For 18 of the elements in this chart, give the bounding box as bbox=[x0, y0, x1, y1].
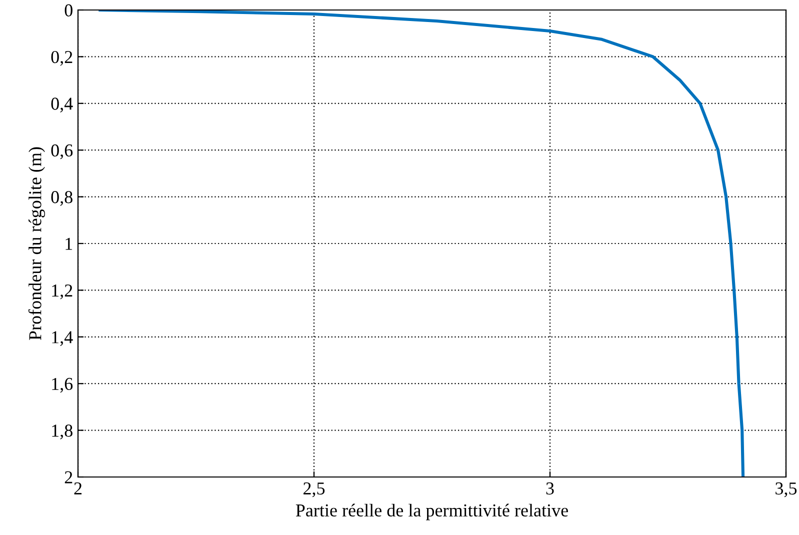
x-axis-title: Partie réelle de la permittivité relative bbox=[296, 504, 568, 520]
x-tick-label: 2 bbox=[74, 482, 82, 494]
y-tick-label: 2 bbox=[64, 471, 72, 484]
y-tick-label: 0,6 bbox=[51, 144, 73, 160]
y-tick-label: 1 bbox=[66, 238, 72, 250]
x-tick-label: 3 bbox=[546, 482, 554, 495]
line-series bbox=[98, 10, 745, 477]
y-tick-label: 1,4 bbox=[52, 331, 73, 346]
y-axis-title: Profondeur du régolite (m) bbox=[28, 147, 46, 340]
x-tick-label: 2,5 bbox=[304, 482, 325, 498]
y-tick-label: 0,8 bbox=[51, 191, 72, 206]
x-tick-label: 3,5 bbox=[776, 482, 797, 498]
y-tick-label: 1,8 bbox=[52, 424, 72, 440]
y-tick-label: 1,2 bbox=[52, 284, 72, 300]
y-tick-label: 0 bbox=[64, 4, 72, 16]
y-tick-label: 0,4 bbox=[51, 98, 73, 112]
y-tick-label: 0,2 bbox=[51, 50, 72, 66]
y-tick-label: 1,6 bbox=[52, 378, 73, 393]
